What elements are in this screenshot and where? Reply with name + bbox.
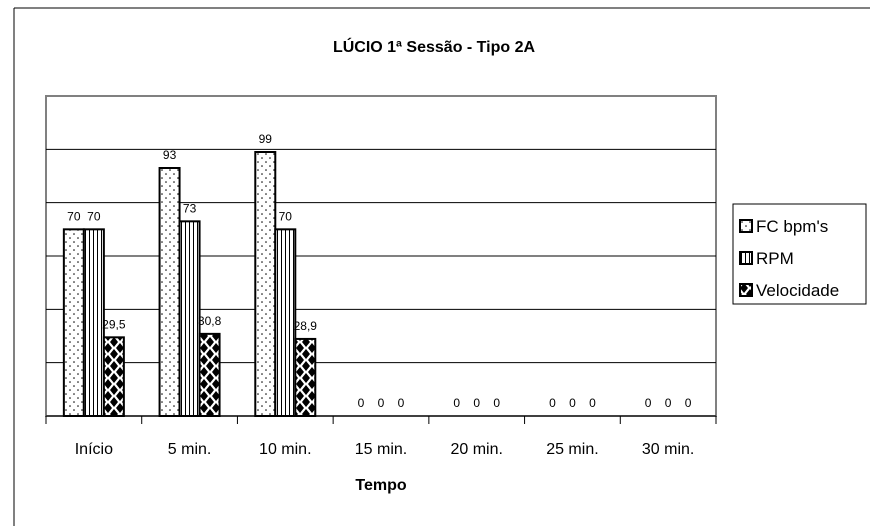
bar: [62, 228, 85, 417]
legend: FC bpm's RPM Velocidade: [739, 217, 839, 300]
x-tick-label: 20 min.: [450, 441, 502, 458]
data-label: 0: [549, 396, 556, 410]
x-tick-label: 10 min.: [259, 441, 311, 458]
data-label: 70: [279, 209, 293, 223]
x-axis-labels: Início 5 min. 10 min. 15 min. 20 min. 25 min.…: [75, 441, 695, 458]
data-label: 0: [645, 396, 652, 410]
legend-label: FC bpm's: [756, 217, 828, 236]
data-label: 0: [685, 396, 692, 410]
gridlines: [46, 148, 716, 364]
bar: [254, 151, 277, 417]
data-label: 0: [665, 396, 672, 410]
data-label: 0: [493, 396, 500, 410]
bar: [294, 337, 317, 417]
data-label: 99: [259, 132, 273, 146]
data-label: 0: [358, 396, 365, 410]
legend-label: Velocidade: [756, 281, 839, 300]
x-tick-label: Início: [75, 441, 113, 458]
legend-box: [732, 203, 867, 305]
bar: [198, 332, 221, 417]
data-label: 29,5: [102, 317, 126, 331]
x-axis-title: Tempo: [355, 477, 406, 494]
data-label: 93: [163, 148, 177, 162]
data-label: 0: [398, 396, 405, 410]
chart-title: LÚCIO 1ª Sessão - Tipo 2A: [333, 37, 536, 56]
data-label: 70: [67, 209, 81, 223]
x-tick-label: 30 min.: [642, 441, 694, 458]
legend-swatch: [739, 283, 753, 297]
data-label: 30,8: [198, 314, 222, 328]
data-label: 0: [569, 396, 576, 410]
x-axis-ticks: [45, 416, 717, 424]
bar: [178, 220, 201, 417]
data-label: 0: [378, 396, 385, 410]
data-label: 0: [473, 396, 480, 410]
bar: [82, 228, 105, 417]
x-tick-label: 25 min.: [546, 441, 598, 458]
legend-swatch: [739, 219, 753, 233]
data-label: 0: [589, 396, 596, 410]
legend-swatch: [739, 251, 753, 265]
x-tick-label: 15 min.: [355, 441, 407, 458]
data-label: 0: [453, 396, 460, 410]
bar: [274, 228, 297, 417]
x-tick-label: 5 min.: [168, 441, 212, 458]
legend-label: RPM: [756, 249, 794, 268]
data-label: 28,9: [294, 319, 318, 333]
bar: [102, 336, 125, 418]
bars: [62, 151, 317, 418]
bar: [158, 167, 181, 417]
data-label: 70: [87, 209, 101, 223]
data-label: 73: [183, 201, 197, 215]
